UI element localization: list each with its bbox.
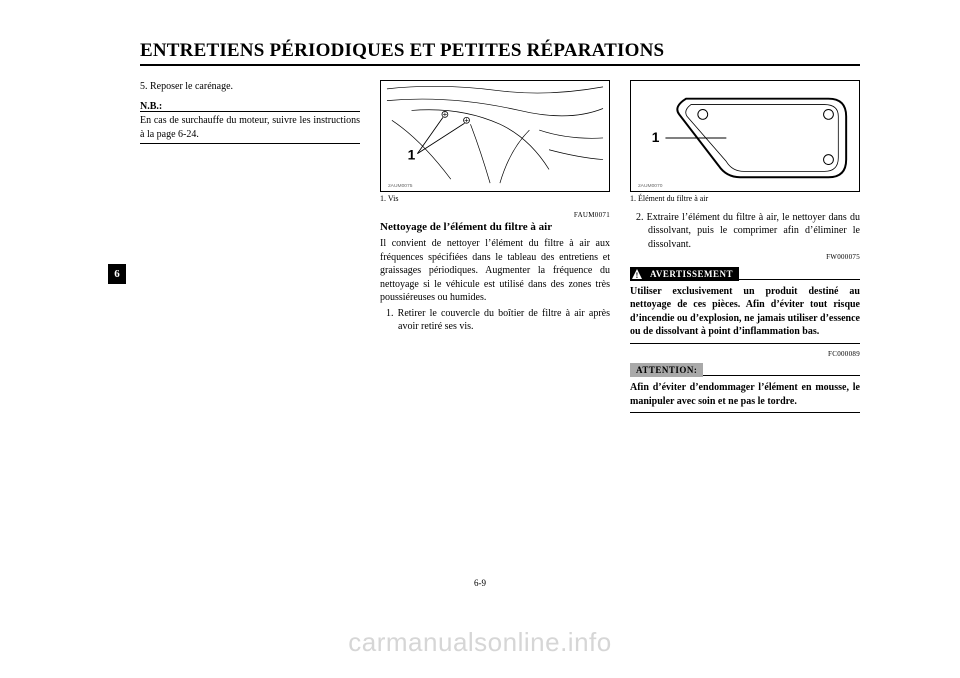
- nb-rule-bottom: [140, 143, 360, 144]
- figure-code-b: 2AUM0070: [638, 183, 663, 189]
- attention-text: Afin d’éviter d’endommager l’élément en …: [630, 381, 860, 408]
- step-2: 2. Extraire l’élément du filtre à air, l…: [642, 211, 860, 252]
- nb-rule-top: [140, 111, 360, 112]
- warning-end-rule: [630, 343, 860, 344]
- column-1: 5. Reposer le carénage. N.B.: En cas de …: [140, 80, 360, 413]
- column-3: 1 2AUM0070 1. Élément du filtre à air 2.…: [630, 80, 860, 413]
- section-body: Il convient de nettoyer l’élément du fil…: [380, 237, 610, 305]
- attention-rule: [703, 375, 860, 376]
- figure-filter-element: 1 2AUM0070: [630, 80, 860, 192]
- page-title: ENTRETIENS PÉRIODIQUES ET PETITES RÉPARA…: [140, 40, 860, 66]
- section-subtitle: Nettoyage de l’élément du filtre à air: [380, 220, 610, 235]
- chapter-tab: 6: [108, 264, 126, 284]
- code-fw000075: FW000075: [630, 253, 860, 262]
- figure-caption-filter: 1. Élément du filtre à air: [630, 194, 860, 205]
- figure-caption-screws: 1. Vis: [380, 194, 610, 205]
- attention-end-rule: [630, 412, 860, 413]
- code-fc000089: FC000089: [630, 350, 860, 359]
- attention-label: ATTENTION:: [630, 363, 703, 377]
- step-1: 1. Retirer le couvercle du boîtier de fi…: [392, 307, 610, 334]
- columns: 5. Reposer le carénage. N.B.: En cas de …: [140, 80, 860, 413]
- warning-rule: [739, 279, 860, 280]
- figure-screws: 1 2AUM0075: [380, 80, 610, 192]
- code-faum0071: FAUM0071: [380, 211, 610, 220]
- figure-label-1b: 1: [652, 130, 660, 145]
- warning-text: Utiliser exclusivement un produit destin…: [630, 285, 860, 339]
- page: 6 ENTRETIENS PÉRIODIQUES ET PETITES RÉPA…: [0, 0, 960, 678]
- step-5: 5. Reposer le carénage.: [152, 80, 360, 94]
- figure-label-1: 1: [408, 148, 416, 163]
- column-2: 1 2AUM0075 1. Vis FAUM0071 Nettoyage de …: [380, 80, 610, 413]
- warning-icon: !: [630, 267, 644, 281]
- svg-text:!: !: [636, 271, 639, 280]
- watermark: carmanualsonline.info: [348, 627, 611, 658]
- warning-bar: ! AVERTISSEMENT: [630, 267, 860, 281]
- warning-label: AVERTISSEMENT: [644, 267, 739, 281]
- page-number: 6-9: [474, 578, 486, 588]
- figure-code: 2AUM0075: [388, 183, 413, 189]
- attention-bar: ATTENTION:: [630, 363, 860, 377]
- nb-text: En cas de surchauffe du moteur, suivre l…: [140, 114, 360, 141]
